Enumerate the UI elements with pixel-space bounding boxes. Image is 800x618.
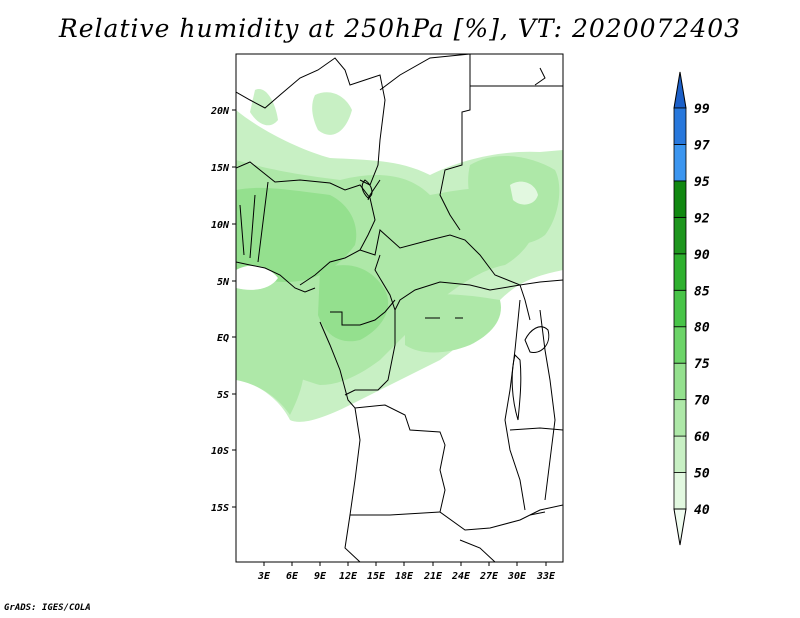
colorbar-label: 50 xyxy=(694,467,710,482)
lon-label: 30E xyxy=(507,571,527,582)
lon-label: 18E xyxy=(395,571,414,582)
lat-label: 15N xyxy=(211,163,230,174)
longitude-axis: 3E 6E 9E 12E 15E 18E 21E 24E 27E 30E 33E xyxy=(257,562,556,582)
colorbar-label: 60 xyxy=(694,430,710,445)
lat-label: 10S xyxy=(211,446,229,457)
colorbar-label: 85 xyxy=(694,284,710,299)
colorbar-label: 40 xyxy=(694,503,710,518)
rh-band-south xyxy=(405,294,501,353)
colorbar-label: 75 xyxy=(694,357,710,372)
colorbar: 40 50 60 70 75 80 85 90 92 95 97 99 xyxy=(673,71,710,546)
map-frame xyxy=(235,53,564,563)
colorbar-cell xyxy=(673,216,687,255)
colorbar-bottom-arrow xyxy=(673,508,687,546)
colorbar-cell xyxy=(673,472,687,510)
colorbar-cell xyxy=(673,253,687,291)
lon-label: 3E xyxy=(257,571,271,582)
rh-gap-east xyxy=(510,181,538,205)
colorbar-cell xyxy=(673,435,687,473)
colorbar-label: 80 xyxy=(694,321,710,336)
lon-label: 9E xyxy=(314,571,327,582)
humidity-field xyxy=(236,89,563,422)
colorbar-label: 90 xyxy=(694,248,710,263)
rh-gap-west xyxy=(236,265,278,290)
rh-band-core2 xyxy=(318,265,389,342)
lon-label: 6E xyxy=(286,571,299,582)
colorbar-cell xyxy=(673,180,687,218)
lon-label: 12E xyxy=(339,571,358,582)
credit-label: GrADS: IGES/COLA xyxy=(4,603,91,613)
lat-label: 15S xyxy=(211,503,229,514)
lon-label: 33E xyxy=(536,571,556,582)
colorbar-label: 95 xyxy=(694,175,710,190)
country-borders xyxy=(236,54,563,562)
lon-label: 24E xyxy=(451,571,471,582)
rh-band-southwest xyxy=(236,300,305,415)
lon-label: 27E xyxy=(479,571,499,582)
colorbar-cell xyxy=(673,362,687,401)
lon-label: 21E xyxy=(423,571,443,582)
lat-label: 5S xyxy=(217,390,229,401)
colorbar-label: 99 xyxy=(694,102,710,117)
latitude-axis: 20N 15N 10N 5N EQ 5S 10S 15S xyxy=(210,106,236,514)
rh-band-north xyxy=(312,92,352,135)
colorbar-cell xyxy=(673,289,687,328)
map-title: Relative humidity at 250hPa [%], VT: 202… xyxy=(58,14,742,43)
lat-label: EQ xyxy=(217,333,229,344)
lakes xyxy=(361,67,550,516)
lon-label: 15E xyxy=(367,571,386,582)
colorbar-cell xyxy=(673,399,687,437)
lat-label: 5N xyxy=(217,277,230,288)
colorbar-cell xyxy=(673,107,687,145)
colorbar-cell xyxy=(673,144,687,182)
lat-label: 20N xyxy=(210,106,230,117)
colorbar-cell xyxy=(673,326,687,364)
rh-band-core xyxy=(236,187,357,282)
lat-label: 10N xyxy=(211,220,230,231)
colorbar-label: 70 xyxy=(694,394,710,409)
colorbar-label: 97 xyxy=(694,138,710,153)
colorbar-label: 92 xyxy=(694,211,710,226)
colorbar-top-arrow xyxy=(673,71,687,109)
